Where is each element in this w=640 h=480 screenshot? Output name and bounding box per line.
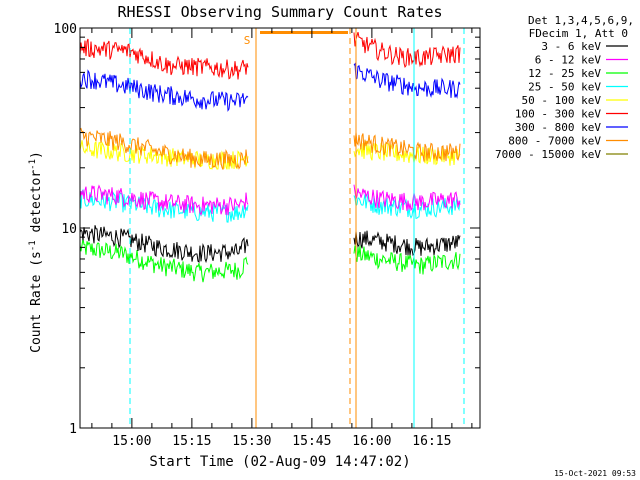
y-axis-label-end: ): [29, 151, 44, 159]
axis-ticks: 1 10 100 15:00 15:15 15:30 15:45 16:00 16:15: [54, 22, 480, 449]
data-layer: [79, 30, 461, 283]
x-axis-label: Start Time (02-Aug-09 14:47:02): [149, 454, 410, 470]
series-line: [353, 31, 461, 68]
y-tick-label: 100: [54, 22, 77, 37]
x-tick-label: 15:30: [232, 434, 271, 449]
y-axis-label-rest: detector: [29, 170, 44, 241]
x-tick-label: 15:45: [292, 434, 331, 449]
series-line: [79, 127, 249, 170]
legend: Det 1,3,4,5,6,9, FDecim 1, Att 0 3 - 6 k…: [495, 14, 634, 161]
series-line: [79, 184, 249, 216]
series-line: [353, 132, 461, 162]
x-tick-label: 15:15: [172, 434, 211, 449]
series-line: [79, 38, 249, 80]
legend-entry-label: 300 - 800 keV: [515, 121, 601, 134]
legend-entry-label: 50 - 100 keV: [522, 94, 602, 107]
legend-entry-label: 25 - 50 keV: [528, 81, 601, 94]
x-tick-label: 16:15: [412, 434, 451, 449]
legend-header-line-2: FDecim 1, Att 0: [529, 27, 628, 40]
generation-timestamp: 15-Oct-2021 09:53: [554, 469, 636, 478]
x-tick-label: 16:00: [352, 434, 391, 449]
legend-entry-label: 3 - 6 keV: [541, 40, 601, 53]
y-axis-label: Count Rate (s-1 detector-1): [28, 151, 44, 353]
series-line: [79, 69, 249, 112]
x-tick-label: 15:00: [112, 434, 151, 449]
legend-entry-label: 7000 - 15000 keV: [495, 148, 601, 161]
legend-header-line-1: Det 1,3,4,5,6,9,: [528, 14, 634, 27]
series-line: [353, 230, 461, 257]
saa-marker: S: [244, 34, 251, 47]
series-line: [353, 184, 461, 212]
y-axis-label-sup: -1: [28, 240, 38, 251]
y-axis-label-main: Count Rate (s: [29, 251, 44, 353]
series-line: [79, 225, 249, 264]
legend-entry-label: 6 - 12 keV: [535, 54, 602, 67]
y-axis-label-sup2: -1: [28, 159, 38, 170]
series-line: [353, 62, 461, 99]
y-tick-label: 10: [61, 222, 77, 237]
series-line: [353, 245, 461, 275]
series-line: [79, 238, 249, 283]
chart-title: RHESSI Observing Summary Count Rates: [117, 3, 442, 21]
legend-entry-label: 100 - 300 keV: [515, 108, 601, 121]
legend-entry-label: 800 - 7000 keV: [508, 135, 601, 148]
y-tick-label: 1: [69, 422, 77, 437]
legend-entry-label: 12 - 25 keV: [528, 67, 601, 80]
